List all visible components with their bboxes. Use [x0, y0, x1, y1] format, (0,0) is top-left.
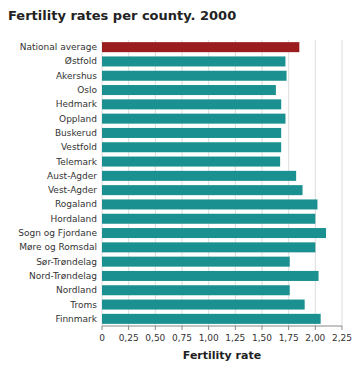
- category-label: Sør-Trøndelag: [36, 257, 97, 267]
- bar: [102, 157, 280, 167]
- x-axis-label: Fertility rate: [183, 349, 261, 362]
- tick-label: 0,50: [145, 333, 165, 343]
- category-label: Østfold: [65, 56, 97, 66]
- category-label: Oppland: [59, 114, 97, 124]
- tick-label: 0,25: [119, 333, 139, 343]
- grid-line: [155, 40, 156, 326]
- bar: [102, 285, 290, 295]
- tick-mark: [315, 326, 316, 330]
- category-label: Telemark: [55, 157, 98, 167]
- bars: [102, 42, 326, 324]
- category-label: Akershus: [56, 71, 97, 81]
- bar: [102, 128, 281, 138]
- bar: [102, 114, 285, 124]
- bar: [102, 271, 319, 281]
- bar: [102, 171, 296, 181]
- bar: [102, 242, 315, 252]
- bar: [102, 42, 299, 52]
- grid-line: [315, 40, 316, 326]
- bar: [102, 300, 305, 310]
- category-label: Aust-Agder: [47, 171, 97, 181]
- bar: [102, 71, 287, 81]
- category-label: Finnmark: [55, 314, 97, 324]
- tick-label: 1,25: [225, 333, 245, 343]
- tick-mark: [208, 326, 209, 330]
- grid-line: [288, 40, 289, 326]
- tick-label: 1,50: [252, 333, 272, 343]
- bar: [102, 214, 315, 224]
- category-label: Møre og Romsdal: [19, 242, 97, 252]
- title: Fertility rates per county. 2000: [8, 8, 236, 23]
- tick-label: 1,00: [199, 333, 219, 343]
- bar: [102, 314, 321, 324]
- tick-mark: [155, 326, 156, 330]
- category-label: Vest-Agder: [48, 185, 97, 195]
- grid-line: [102, 40, 103, 326]
- y-axis: National average Østfold Akershus Oslo Hedma…: [18, 42, 98, 324]
- grid: [102, 40, 342, 326]
- category-label: National average: [20, 42, 98, 52]
- category-label: Buskerud: [55, 128, 97, 138]
- bar: [102, 185, 303, 195]
- bar: [102, 228, 326, 238]
- tick-mark: [235, 326, 236, 330]
- category-label: Vestfold: [61, 142, 97, 152]
- category-label: Hedmark: [56, 99, 98, 109]
- tick-mark: [128, 326, 129, 330]
- axis-line: [102, 326, 342, 327]
- grid-line: [208, 40, 209, 326]
- bar: [102, 257, 290, 267]
- tick-label: 0: [99, 333, 105, 343]
- tick-label: 1,75: [279, 333, 299, 343]
- chart: Fertility rates per county. 2000 0 0,25 0,5…: [0, 0, 355, 374]
- category-label: Oslo: [77, 85, 97, 95]
- x-axis: 0 0,25 0,50 0,75 1,00 1,25 1,50 1,75 2,00 2,25: [99, 326, 352, 343]
- tick-label: 0,75: [172, 333, 192, 343]
- tick-label: 2,00: [305, 333, 325, 343]
- grid-line: [128, 40, 129, 326]
- category-label: Hordaland: [51, 214, 97, 224]
- tick-mark: [262, 326, 263, 330]
- bar: [102, 199, 317, 209]
- category-label: Troms: [69, 300, 97, 310]
- tick-mark: [182, 326, 183, 330]
- grid-line: [235, 40, 236, 326]
- tick-mark: [102, 326, 103, 330]
- grid-line: [262, 40, 263, 326]
- category-label: Rogaland: [55, 199, 97, 209]
- bar: [102, 85, 276, 95]
- category-label: Nord-Trøndelag: [29, 271, 97, 281]
- category-label: Nordland: [56, 285, 97, 295]
- tick-mark: [288, 326, 289, 330]
- tick-label: 2,25: [332, 333, 352, 343]
- bar: [102, 56, 285, 66]
- bar: [102, 142, 281, 152]
- bar: [102, 99, 281, 109]
- tick-mark: [342, 326, 343, 330]
- category-label: Sogn og Fjordane: [18, 228, 97, 238]
- grid-line: [182, 40, 183, 326]
- grid-line: [342, 40, 343, 326]
